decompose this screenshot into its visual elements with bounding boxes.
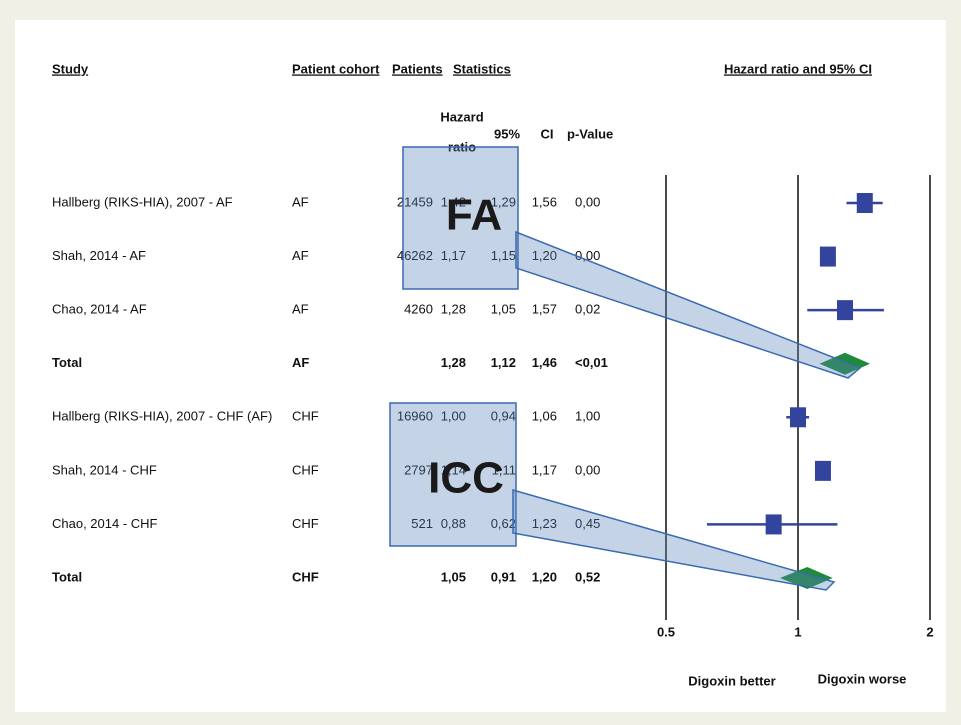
- p-value: 0,00: [575, 462, 600, 477]
- hr-square: [765, 514, 782, 535]
- p-value: 0,00: [575, 194, 600, 209]
- study: Total: [52, 569, 82, 584]
- ci-low: 1,05: [491, 302, 516, 317]
- overlay: FA ICC: [389, 146, 862, 591]
- ci-low: 1,12: [491, 355, 516, 370]
- cohort: CHF: [292, 409, 319, 424]
- ci-low: 1,11: [492, 462, 516, 477]
- header-patients: Patients: [392, 61, 443, 76]
- header-ci: CI: [541, 126, 554, 141]
- x-tick-label: 2: [926, 624, 933, 639]
- ci-high: 1,23: [532, 516, 557, 531]
- hr: 1,42: [441, 194, 466, 209]
- highlight-box: [402, 146, 519, 290]
- ci-low: 1,15: [491, 248, 516, 263]
- patients: 16960: [397, 409, 433, 424]
- hr: 1,28: [441, 302, 466, 317]
- callout: [512, 489, 836, 591]
- hr-square: [790, 407, 806, 428]
- cohort: AF: [292, 194, 309, 209]
- ci-high: 1,56: [532, 194, 557, 209]
- cohort: AF: [292, 302, 309, 317]
- study: Hallberg (RIKS-HIA), 2007 - CHF (AF): [52, 409, 272, 424]
- cohort: AF: [292, 248, 309, 263]
- study: Chao, 2014 - AF: [52, 302, 147, 317]
- hr-square: [819, 246, 836, 267]
- ci-high: 1,20: [532, 248, 557, 263]
- cohort: CHF: [292, 462, 319, 477]
- ci-high: 1,06: [532, 409, 557, 424]
- cohort: AF: [292, 355, 309, 370]
- ci-low: 0,62: [491, 516, 516, 531]
- p-value: 1,00: [575, 409, 600, 424]
- ci-high: 1,46: [532, 355, 557, 370]
- study: Shah, 2014 - CHF: [52, 462, 157, 477]
- header-plot: Hazard ratio and 95% CI: [724, 61, 872, 76]
- p-value: 0,52: [575, 569, 600, 584]
- callout: [515, 230, 862, 379]
- ci-low: 0,91: [491, 569, 516, 584]
- patients: 521: [411, 516, 433, 531]
- annotation: ICC: [428, 454, 504, 503]
- header-study: Study: [52, 61, 89, 76]
- direction-label: Digoxin better: [688, 673, 775, 688]
- header-statistics: Statistics: [453, 61, 511, 76]
- ci-high: 1,57: [532, 302, 557, 317]
- header-hr: Hazard: [440, 109, 483, 124]
- x-tick-label: 0.5: [657, 624, 675, 639]
- hr: 1,17: [441, 248, 466, 263]
- cohort: CHF: [292, 569, 319, 584]
- ci-high: 1,20: [532, 569, 557, 584]
- hr-square: [814, 460, 831, 481]
- study: Hallberg (RIKS-HIA), 2007 - AF: [52, 194, 233, 209]
- hr: 0,88: [441, 516, 466, 531]
- header-ci95: 95%: [494, 126, 520, 141]
- hr: 1,14: [441, 462, 466, 477]
- hr-square: [856, 193, 873, 213]
- hr: 1,05: [441, 569, 466, 584]
- annotation: FA: [446, 191, 502, 240]
- study: Chao, 2014 - CHF: [52, 516, 158, 531]
- cohort: CHF: [292, 516, 319, 531]
- patients: 46262: [397, 248, 433, 263]
- patients: 4260: [404, 302, 433, 317]
- p-value: 0,00: [575, 248, 600, 263]
- diamond: [780, 567, 833, 589]
- panel: [15, 20, 946, 712]
- x-tick-label: 1: [794, 624, 801, 639]
- header-cohort: Patient cohort: [292, 61, 380, 76]
- study: Total: [52, 355, 82, 370]
- patients: 2797: [404, 462, 433, 477]
- highlight-box: [389, 402, 517, 547]
- ci-low: 1,29: [491, 194, 516, 209]
- ci-high: 1,17: [532, 462, 557, 477]
- p-value: 0,02: [575, 302, 600, 317]
- hr: 1,00: [441, 409, 466, 424]
- hr: 1,28: [441, 355, 466, 370]
- p-value: <0,01: [575, 355, 608, 370]
- p-value: 0,45: [575, 516, 600, 531]
- study: Shah, 2014 - AF: [52, 248, 146, 263]
- ci-low: 0,94: [491, 409, 516, 424]
- hr-square: [837, 300, 854, 321]
- header-p: p-Value: [567, 126, 613, 141]
- direction-label: Digoxin worse: [818, 671, 907, 686]
- patients: 21459: [397, 194, 433, 209]
